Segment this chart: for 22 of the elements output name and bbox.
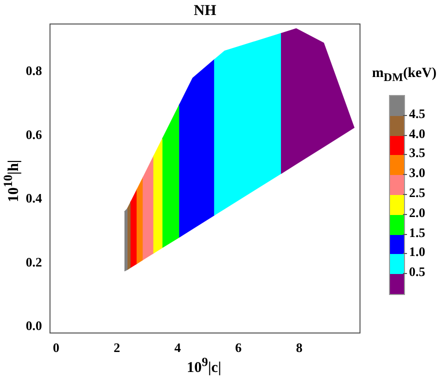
color-bar-label: 3.0 bbox=[409, 165, 426, 182]
color-bar-label: 2.0 bbox=[409, 204, 426, 221]
color-bar-label: 1.0 bbox=[409, 244, 426, 260]
y-tick-label: 0.2 bbox=[26, 254, 42, 270]
y-tick-label: 0.0 bbox=[26, 318, 42, 333]
y-tick-label: 0.6 bbox=[26, 126, 42, 142]
color-bar-label: 0.5 bbox=[409, 264, 426, 280]
x-tick-label: 8 bbox=[296, 340, 303, 356]
color-bar-label: 4.0 bbox=[409, 126, 426, 142]
chart-title: NH bbox=[192, 3, 218, 20]
color-bar-title: m$_{DM}$(keV) bbox=[372, 66, 437, 84]
y-tick-label: 0.8 bbox=[26, 63, 42, 78]
x-tick-label: 6 bbox=[235, 340, 242, 356]
color-bar-label: 4.5 bbox=[409, 106, 426, 122]
x-tick-label: 2 bbox=[114, 340, 120, 356]
y-tick-label: 0.4 bbox=[26, 190, 42, 206]
x-tick-label: 4 bbox=[174, 340, 182, 356]
color-bar-label: 1.5 bbox=[409, 224, 426, 241]
x-axis-title: 10$^{9}$|c| bbox=[186, 355, 222, 377]
x-tick-label: 0 bbox=[52, 340, 60, 356]
color-bar-label: 3.5 bbox=[409, 145, 426, 162]
color-bar-label: 2.5 bbox=[409, 185, 426, 201]
